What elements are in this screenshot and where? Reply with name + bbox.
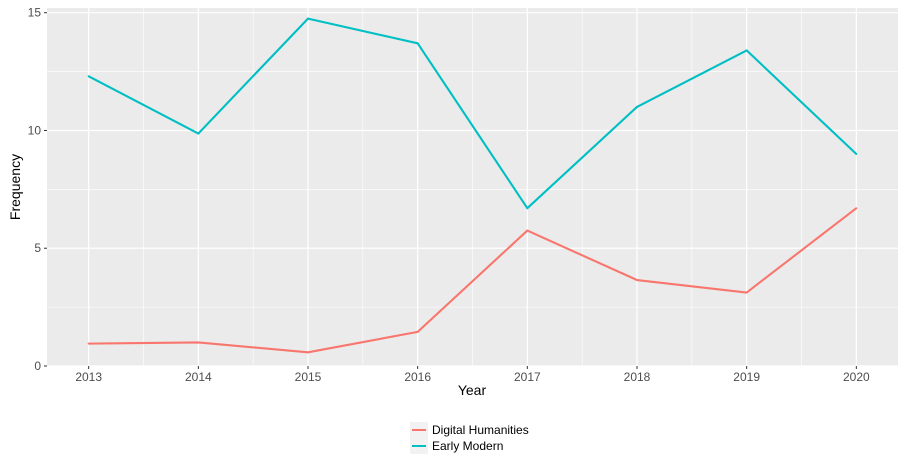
y-tick-label: 15 <box>28 6 42 20</box>
legend-label-early-modern: Early Modern <box>432 439 503 453</box>
x-tick-label: 2014 <box>185 370 212 384</box>
data-point-digital-humanities <box>745 291 748 294</box>
y-tick-label: 10 <box>28 123 42 137</box>
x-axis-title: Year <box>458 382 487 398</box>
series-lines <box>87 17 858 354</box>
x-tick-label: 2019 <box>733 370 760 384</box>
data-point-early-modern <box>87 75 90 78</box>
data-point-digital-humanities <box>197 341 200 344</box>
x-tick-label: 2017 <box>514 370 541 384</box>
major-grid <box>47 8 898 367</box>
legend-label-digital-humanities: Digital Humanities <box>432 423 529 437</box>
minor-grid <box>47 8 898 366</box>
data-point-digital-humanities <box>635 279 638 282</box>
data-point-early-modern <box>416 42 419 45</box>
data-point-digital-humanities <box>526 229 529 232</box>
y-tick-label: 5 <box>34 241 41 255</box>
x-tick-label: 2013 <box>75 370 102 384</box>
series-line-digital-humanities <box>88 207 857 354</box>
data-point-digital-humanities <box>307 351 310 354</box>
x-tick-label: 2016 <box>404 370 431 384</box>
x-tick-label: 2018 <box>624 370 651 384</box>
data-point-digital-humanities <box>855 207 858 210</box>
data-point-early-modern <box>526 207 529 210</box>
x-axis: 2013 2014 2015 2016 2017 2018 2019 2020 <box>75 366 870 384</box>
series-line-early-modern <box>88 17 858 210</box>
y-axis-title: Frequency <box>7 154 23 220</box>
data-point-early-modern <box>635 105 638 108</box>
data-point-early-modern <box>197 132 200 135</box>
data-point-early-modern <box>855 153 858 156</box>
data-point-digital-humanities <box>87 342 90 345</box>
data-point-digital-humanities <box>416 330 419 333</box>
y-tick-label: 0 <box>34 359 41 373</box>
x-tick-label: 2020 <box>843 370 870 384</box>
data-point-early-modern <box>745 49 748 52</box>
data-point-early-modern <box>307 17 310 20</box>
y-axis: 0 5 10 15 <box>28 6 47 373</box>
x-tick-label: 2015 <box>295 370 322 384</box>
legend: Digital Humanities Early Modern <box>410 422 529 454</box>
